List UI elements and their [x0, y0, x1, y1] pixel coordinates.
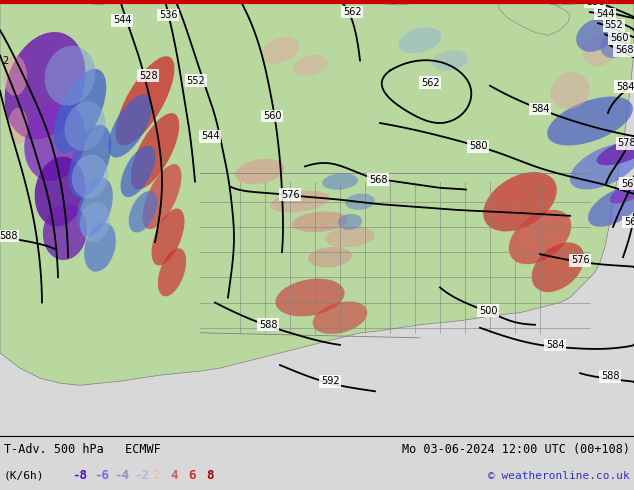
Text: 576: 576 [281, 190, 299, 199]
Text: Mo 03-06-2024 12:00 UTC (00+108): Mo 03-06-2024 12:00 UTC (00+108) [402, 443, 630, 456]
Ellipse shape [345, 194, 375, 210]
Ellipse shape [292, 55, 328, 76]
Ellipse shape [108, 95, 152, 158]
Text: -8: -8 [72, 469, 87, 483]
Ellipse shape [338, 214, 362, 230]
Text: 562: 562 [343, 7, 361, 17]
Ellipse shape [570, 143, 634, 190]
Ellipse shape [583, 35, 618, 66]
Ellipse shape [158, 248, 186, 296]
Text: 536: 536 [158, 10, 178, 20]
Text: 588: 588 [259, 320, 277, 330]
Text: 592: 592 [321, 376, 339, 386]
Text: 576: 576 [571, 255, 590, 265]
Ellipse shape [120, 146, 155, 197]
Text: 528: 528 [139, 71, 157, 81]
Ellipse shape [80, 202, 110, 242]
Text: 544: 544 [596, 9, 614, 19]
Ellipse shape [432, 50, 468, 71]
Ellipse shape [129, 191, 157, 233]
Ellipse shape [483, 172, 557, 231]
Ellipse shape [3, 55, 27, 96]
Text: 584: 584 [616, 82, 634, 92]
Text: 536: 536 [586, 0, 604, 7]
Ellipse shape [24, 101, 86, 181]
Ellipse shape [532, 243, 585, 292]
Ellipse shape [54, 69, 107, 153]
Text: 544: 544 [201, 131, 219, 141]
Text: 6: 6 [188, 469, 195, 483]
Ellipse shape [43, 204, 87, 260]
Text: 584: 584 [546, 340, 564, 350]
Ellipse shape [597, 137, 634, 165]
Ellipse shape [308, 247, 352, 268]
Ellipse shape [8, 108, 28, 144]
Text: 568: 568 [615, 46, 633, 55]
Text: 2: 2 [152, 469, 160, 483]
Ellipse shape [325, 227, 375, 247]
Ellipse shape [4, 32, 86, 140]
Text: 562: 562 [421, 78, 439, 88]
Ellipse shape [261, 37, 299, 64]
Text: 2: 2 [2, 55, 8, 66]
Text: 544: 544 [113, 15, 131, 25]
Text: (K/6h): (K/6h) [4, 471, 44, 481]
Ellipse shape [235, 159, 285, 184]
Text: -2: -2 [134, 469, 149, 483]
Ellipse shape [77, 177, 113, 236]
Ellipse shape [65, 101, 105, 151]
Text: 500: 500 [479, 306, 497, 316]
Ellipse shape [588, 187, 634, 227]
Ellipse shape [550, 73, 590, 109]
Text: 552: 552 [605, 20, 623, 30]
Text: 584: 584 [531, 104, 549, 114]
Ellipse shape [35, 157, 86, 227]
Ellipse shape [44, 46, 95, 105]
Text: 560: 560 [262, 111, 281, 121]
Ellipse shape [115, 56, 174, 146]
Ellipse shape [313, 301, 367, 334]
Ellipse shape [270, 191, 330, 213]
Ellipse shape [275, 279, 345, 317]
Ellipse shape [68, 125, 112, 198]
Ellipse shape [84, 222, 116, 272]
Ellipse shape [292, 212, 348, 232]
Ellipse shape [322, 173, 358, 190]
Text: -6: -6 [94, 469, 109, 483]
Text: 560: 560 [624, 217, 634, 227]
Ellipse shape [600, 33, 630, 58]
Ellipse shape [131, 113, 179, 190]
Ellipse shape [508, 210, 571, 264]
Text: 552: 552 [186, 75, 205, 86]
Text: 580: 580 [469, 141, 488, 151]
Text: 588: 588 [0, 231, 17, 241]
Ellipse shape [399, 27, 441, 53]
Text: 578: 578 [618, 138, 634, 148]
Text: -4: -4 [114, 469, 129, 483]
Text: 8: 8 [206, 469, 214, 483]
Ellipse shape [72, 154, 108, 198]
Text: T-Adv. 500 hPa   ECMWF: T-Adv. 500 hPa ECMWF [4, 443, 161, 456]
Ellipse shape [576, 19, 614, 52]
Ellipse shape [547, 97, 633, 146]
Text: 560: 560 [610, 33, 628, 43]
Polygon shape [498, 0, 570, 35]
Ellipse shape [152, 209, 184, 266]
Text: 588: 588 [601, 371, 619, 381]
Ellipse shape [610, 180, 634, 203]
Ellipse shape [143, 164, 181, 229]
Text: 568: 568 [621, 178, 634, 189]
Text: 4: 4 [170, 469, 178, 483]
Text: 568: 568 [369, 174, 387, 185]
Text: © weatheronline.co.uk: © weatheronline.co.uk [488, 471, 630, 481]
Polygon shape [0, 0, 634, 385]
